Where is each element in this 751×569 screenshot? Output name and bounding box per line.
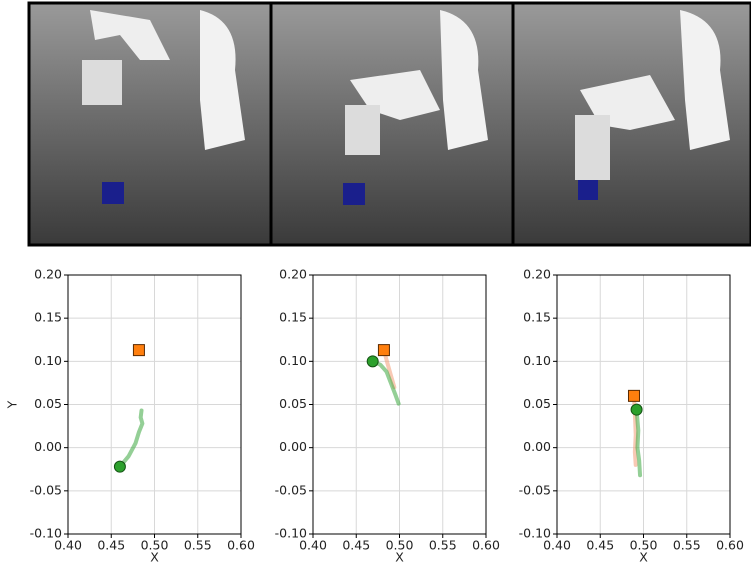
- y-tick-label: 0.10: [34, 353, 62, 368]
- x-axis-label: X: [150, 550, 159, 565]
- y-tick-label: 0.15: [523, 310, 551, 325]
- y-tick-label: 0.20: [34, 267, 62, 282]
- target-marker: [378, 345, 389, 356]
- x-axis-label: X: [639, 550, 648, 565]
- y-tick-label: 0.00: [34, 439, 62, 454]
- y-tick-label: -0.10: [30, 526, 62, 541]
- target-marker: [133, 345, 144, 356]
- camera-frames: [29, 3, 751, 245]
- frame-1: [29, 3, 271, 245]
- y-tick-label: 0.10: [523, 353, 551, 368]
- y-axis-label: Y: [5, 400, 20, 409]
- y-tick-label: 0.05: [34, 396, 62, 411]
- x-axis-label: X: [395, 550, 404, 565]
- y-tick-label: -0.05: [275, 482, 307, 497]
- frame-2: [271, 3, 513, 245]
- y-tick-label: 0.10: [279, 353, 307, 368]
- y-tick-label: -0.05: [30, 482, 62, 497]
- y-tick-label: 0.05: [279, 396, 307, 411]
- y-tick-label: -0.10: [275, 526, 307, 541]
- x-tick-label: 0.45: [97, 538, 125, 553]
- x-tick-label: 0.45: [586, 538, 614, 553]
- position-marker: [631, 404, 642, 415]
- position-marker: [367, 356, 378, 367]
- x-tick-label: 0.60: [716, 538, 744, 553]
- y-tick-label: 0.05: [523, 396, 551, 411]
- y-tick-label: 0.20: [279, 267, 307, 282]
- y-tick-label: 0.15: [279, 310, 307, 325]
- target-marker: [628, 390, 639, 401]
- x-tick-label: 0.60: [472, 538, 500, 553]
- position-marker: [114, 461, 125, 472]
- y-tick-label: 0.00: [279, 439, 307, 454]
- x-tick-label: 0.55: [673, 538, 701, 553]
- x-tick-label: 0.55: [184, 538, 212, 553]
- x-tick-label: 0.55: [429, 538, 457, 553]
- y-tick-label: 0.20: [523, 267, 551, 282]
- y-tick-label: 0.15: [34, 310, 62, 325]
- x-tick-label: 0.60: [227, 538, 255, 553]
- y-tick-label: -0.05: [519, 482, 551, 497]
- y-tick-label: 0.00: [523, 439, 551, 454]
- x-tick-label: 0.45: [342, 538, 370, 553]
- figure: 0.400.450.500.550.60-0.10-0.050.000.050.…: [0, 0, 751, 565]
- frame-3: [513, 3, 751, 245]
- y-tick-label: -0.10: [519, 526, 551, 541]
